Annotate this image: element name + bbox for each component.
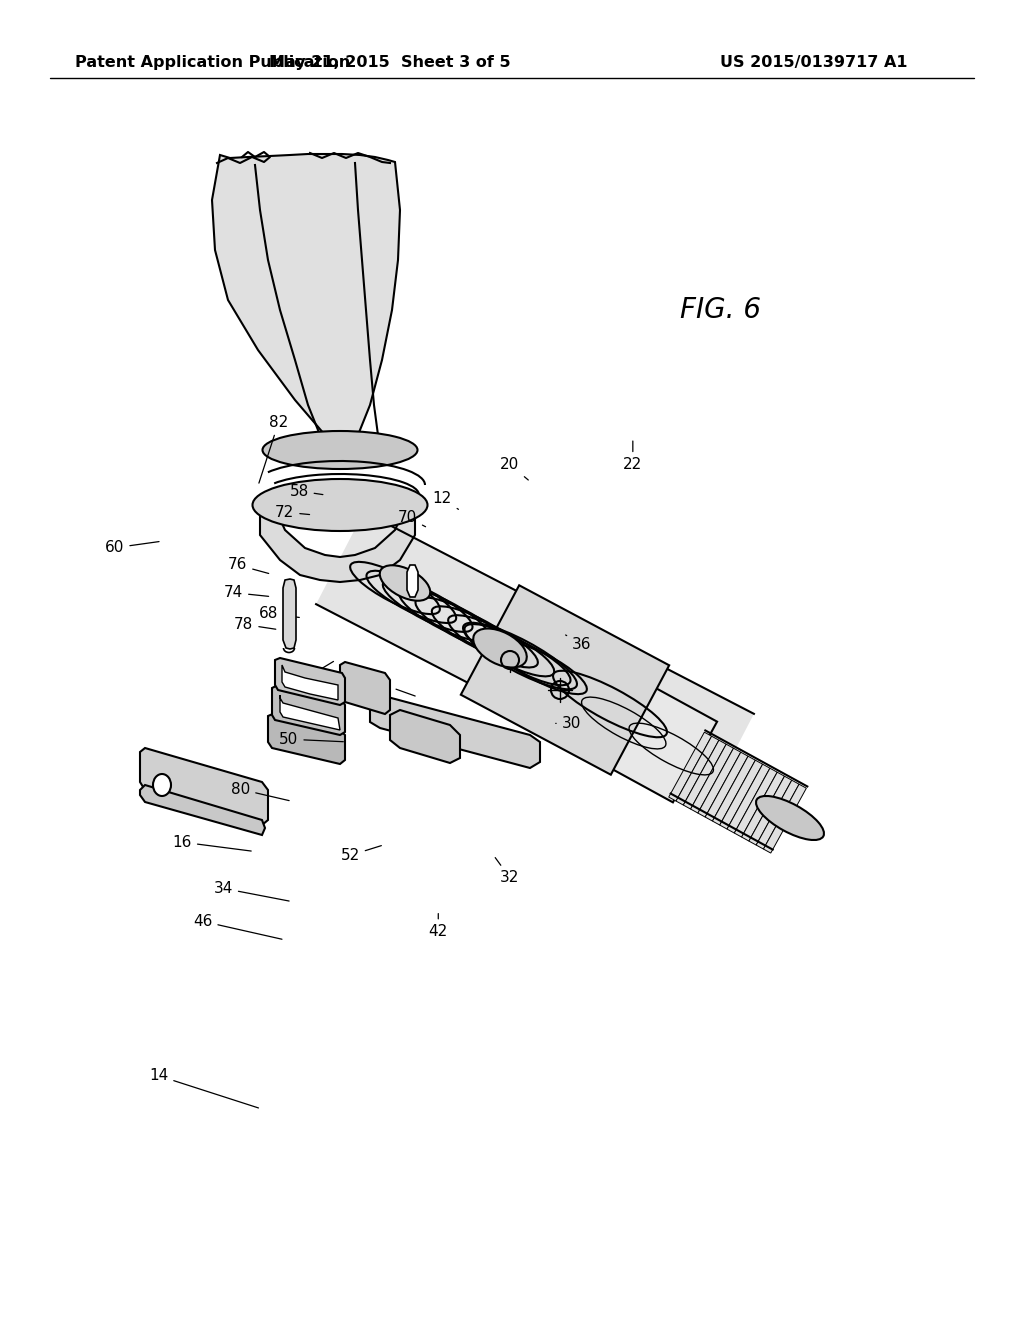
Text: 78: 78 [234, 616, 275, 632]
Text: 42: 42 [429, 913, 447, 940]
Text: 14: 14 [150, 1068, 258, 1107]
Ellipse shape [756, 796, 824, 840]
Polygon shape [272, 685, 345, 735]
Polygon shape [756, 780, 799, 849]
Polygon shape [734, 768, 777, 837]
Polygon shape [690, 744, 733, 813]
Text: 20: 20 [501, 457, 528, 480]
Text: 16: 16 [173, 834, 251, 851]
Text: 72: 72 [275, 504, 309, 520]
Text: 10: 10 [296, 661, 334, 686]
Text: FIG. 6: FIG. 6 [680, 296, 761, 323]
Text: 80: 80 [231, 781, 289, 801]
Polygon shape [669, 733, 712, 801]
Polygon shape [749, 776, 792, 845]
Text: 58: 58 [290, 483, 323, 499]
Polygon shape [268, 713, 345, 764]
Text: 30: 30 [556, 715, 581, 731]
Polygon shape [713, 756, 756, 825]
Polygon shape [280, 696, 340, 730]
Polygon shape [283, 579, 296, 649]
Polygon shape [340, 663, 390, 714]
Text: 74: 74 [224, 585, 268, 601]
Ellipse shape [262, 432, 418, 469]
Polygon shape [676, 737, 719, 805]
Text: 34: 34 [214, 880, 289, 902]
Polygon shape [282, 665, 338, 700]
Text: 12: 12 [433, 491, 459, 510]
Polygon shape [390, 710, 460, 763]
Text: 56: 56 [372, 676, 415, 696]
Text: Patent Application Publication: Patent Application Publication [75, 54, 350, 70]
Ellipse shape [473, 628, 526, 668]
Polygon shape [727, 764, 770, 833]
Text: 52: 52 [341, 846, 381, 863]
Text: 32: 32 [496, 858, 519, 886]
Polygon shape [764, 784, 806, 853]
Text: 36: 36 [565, 635, 592, 652]
Polygon shape [140, 748, 268, 825]
Ellipse shape [153, 774, 171, 796]
Polygon shape [212, 154, 400, 447]
Text: 82: 82 [259, 414, 288, 483]
Polygon shape [683, 741, 726, 809]
Polygon shape [698, 748, 740, 817]
Text: May 21, 2015  Sheet 3 of 5: May 21, 2015 Sheet 3 of 5 [269, 54, 511, 70]
Ellipse shape [380, 565, 430, 601]
Polygon shape [275, 657, 345, 705]
Text: 76: 76 [228, 557, 268, 573]
Text: 22: 22 [624, 441, 642, 473]
Polygon shape [706, 752, 749, 821]
Polygon shape [578, 669, 717, 803]
Text: 50: 50 [280, 731, 343, 747]
Ellipse shape [253, 479, 427, 531]
Polygon shape [260, 500, 415, 582]
Polygon shape [407, 565, 418, 597]
Polygon shape [370, 696, 540, 768]
Text: 60: 60 [105, 540, 159, 556]
Polygon shape [461, 585, 669, 775]
Text: 68: 68 [259, 606, 299, 622]
Polygon shape [140, 785, 265, 836]
Text: 46: 46 [194, 913, 282, 940]
Text: 70: 70 [398, 510, 426, 527]
Polygon shape [741, 772, 784, 841]
Text: US 2015/0139717 A1: US 2015/0139717 A1 [720, 54, 907, 70]
Polygon shape [720, 760, 763, 829]
Polygon shape [316, 512, 754, 807]
